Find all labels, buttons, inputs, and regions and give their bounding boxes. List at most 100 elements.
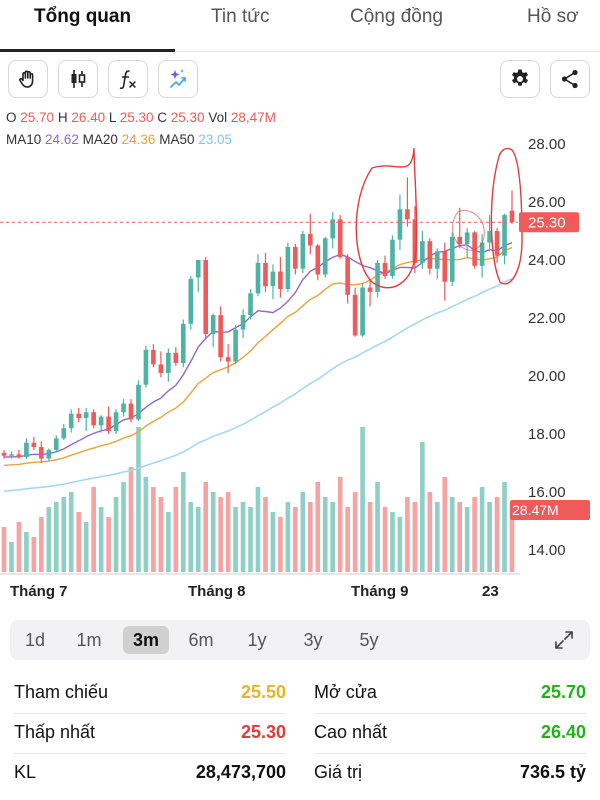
candle-body xyxy=(270,271,276,287)
tab-tong-quan[interactable]: Tổng quan xyxy=(34,6,132,27)
last-volume-label: 28.47M xyxy=(512,502,559,518)
candle-body xyxy=(53,438,59,450)
candlestick-button[interactable] xyxy=(58,60,98,98)
share-button[interactable] xyxy=(550,60,590,98)
volume-bar xyxy=(322,497,328,572)
volume-bar xyxy=(263,497,268,572)
indicator-button[interactable] xyxy=(108,60,148,98)
candle-body xyxy=(457,236,463,245)
volume-bar xyxy=(151,487,156,572)
candle-body xyxy=(218,315,223,358)
y-tick-label: 22.00 xyxy=(528,310,566,327)
settings-button[interactable] xyxy=(500,60,540,98)
candle-body xyxy=(360,287,365,336)
ma20-value: 24.36 xyxy=(121,132,156,147)
candle-body xyxy=(248,293,253,316)
volume-bar xyxy=(121,482,126,572)
ai-button[interactable] xyxy=(158,60,198,98)
period-1m[interactable]: 1m xyxy=(76,630,102,650)
period-1y[interactable]: 1y xyxy=(247,630,267,650)
stats-row-3: KL 28,473,700 Giá trị 736.5 tỷ xyxy=(0,756,600,796)
annotation-ellipse xyxy=(452,209,485,251)
candle-body xyxy=(375,262,380,292)
volume-bar xyxy=(68,492,74,572)
volume-bar xyxy=(315,482,321,572)
candle-body xyxy=(352,294,358,336)
candle-body xyxy=(151,349,156,365)
candle-body xyxy=(307,233,313,246)
y-tick-label: 16.00 xyxy=(528,484,566,501)
hand-tool-button[interactable] xyxy=(8,60,48,98)
stats-row-1: Tham chiếu 25.50 Mở cửa 25.70 xyxy=(0,676,600,716)
volume-bar xyxy=(494,497,500,572)
volume-bar xyxy=(9,542,14,572)
candle-body xyxy=(61,428,67,439)
y-tick-label: 26.00 xyxy=(528,194,566,211)
x-tick-label: 23 xyxy=(482,583,499,600)
candle-body xyxy=(188,278,194,324)
candle-body xyxy=(233,329,238,362)
candle-body xyxy=(405,209,410,220)
ma10-value: 24.62 xyxy=(45,132,79,147)
volume-bar xyxy=(180,472,186,572)
volume-bar xyxy=(412,502,418,572)
volume-bar xyxy=(143,477,149,572)
volume-bar xyxy=(330,502,336,572)
candle-body xyxy=(502,215,507,256)
value-stat-label: Giá trị xyxy=(314,762,363,782)
candle-body xyxy=(39,447,44,459)
candle-body xyxy=(420,241,425,263)
y-tick-label: 18.00 xyxy=(528,426,566,443)
volume-bar xyxy=(188,502,194,572)
candle-body xyxy=(278,271,283,289)
volume-bar xyxy=(210,492,216,572)
volume-bar xyxy=(203,482,209,572)
price-chart[interactable]: 28.00 26.00 24.00 22.00 20.00 18.00 16.00 14.00… xyxy=(0,108,600,608)
volume-stat-label: KL xyxy=(14,762,37,782)
sparkle-icon xyxy=(170,69,186,88)
candle-body xyxy=(330,219,336,239)
expand-icon[interactable] xyxy=(552,628,576,652)
high-value: 26.40 xyxy=(71,110,106,125)
volume-bar xyxy=(405,497,410,572)
stats-row-2: Thấp nhất 25.30 Cao nhất 26.40 xyxy=(0,716,600,756)
volume-bar xyxy=(382,507,388,572)
volume-bar xyxy=(367,502,373,572)
period-3m[interactable]: 3m xyxy=(123,626,169,654)
volume-bar xyxy=(442,477,448,572)
volume-bar xyxy=(195,507,201,572)
open-label: O xyxy=(6,110,17,125)
period-3y[interactable]: 3y xyxy=(303,630,323,650)
candle-body xyxy=(113,412,119,432)
candle-body xyxy=(285,246,291,289)
volume-bar xyxy=(31,537,37,572)
candle-body xyxy=(195,260,201,278)
candle-body xyxy=(46,449,52,459)
candle-body xyxy=(255,262,261,294)
tab-ho-so[interactable]: Hồ sơ xyxy=(527,6,579,27)
x-tick-label: Tháng 9 xyxy=(351,583,409,600)
period-1d[interactable]: 1d xyxy=(24,630,46,650)
candlestick-icon xyxy=(71,70,86,88)
candle-body xyxy=(128,403,134,420)
volume-label: Vol xyxy=(208,110,228,125)
divider xyxy=(314,713,586,714)
chart-toolbar xyxy=(0,58,600,102)
volume-bar xyxy=(285,502,291,572)
volume-bar xyxy=(158,497,164,572)
period-6m[interactable]: 6m xyxy=(188,630,214,650)
tab-tin-tuc[interactable]: Tin tức xyxy=(211,6,270,27)
volume-bar xyxy=(449,497,455,572)
candle-body xyxy=(121,403,126,413)
open-value: 25.70 xyxy=(20,110,55,125)
high-label: H xyxy=(57,110,68,125)
candle-body xyxy=(322,238,328,275)
open-price-label: Mở cửa xyxy=(314,682,377,702)
period-5y[interactable]: 5y xyxy=(359,630,379,650)
volume-bar xyxy=(128,467,134,572)
candle-body xyxy=(367,287,373,292)
volume-bar xyxy=(375,482,380,572)
tab-cong-dong[interactable]: Cộng đồng xyxy=(350,6,443,27)
close-value: 25.30 xyxy=(170,110,205,125)
volume-bar xyxy=(1,527,7,572)
